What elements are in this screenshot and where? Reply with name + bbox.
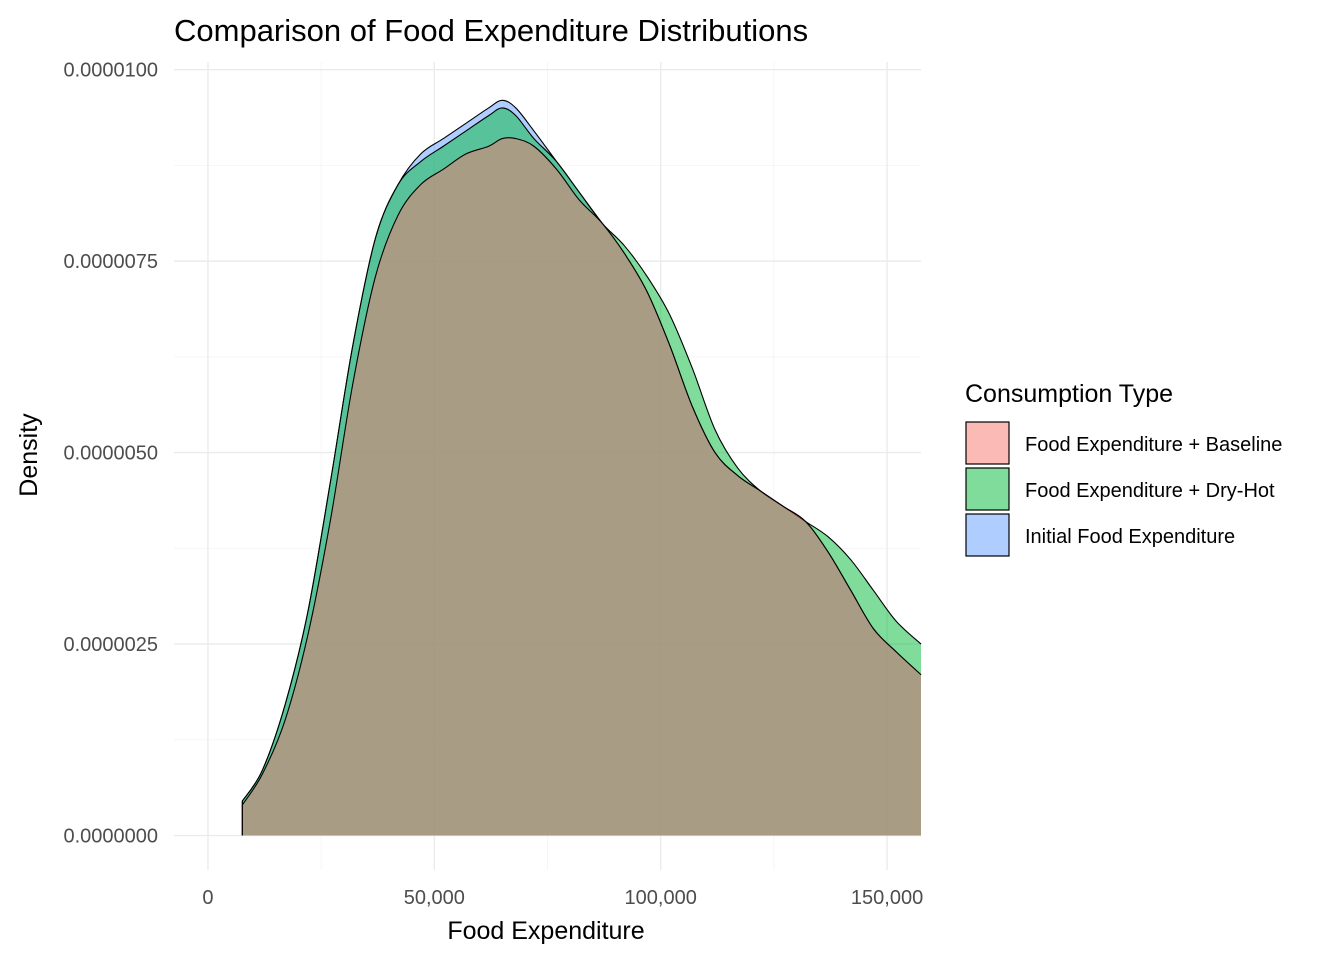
- legend-label-food-expenditure-baseline: Food Expenditure + Baseline: [1025, 434, 1282, 456]
- density-outline-food-expenditure-baseline: [241, 137, 922, 836]
- y-tick-label: 0.0000050: [63, 443, 158, 465]
- legend-label-initial-food-expenditure: Initial Food Expenditure: [1025, 526, 1235, 548]
- x-tick-labels: 0 50,000 100,000 150,000: [202, 887, 923, 909]
- x-axis-title: Food Expenditure: [447, 917, 644, 945]
- legend-label-food-expenditure-dry-hot: Food Expenditure + Dry-Hot: [1025, 480, 1275, 502]
- density-area-food-expenditure-baseline: [242, 137, 922, 836]
- legend-title: Consumption Type: [965, 380, 1173, 408]
- x-tick-label: 0: [202, 887, 213, 909]
- x-tick-label: 50,000: [404, 887, 465, 909]
- y-tick-labels: 0.0000000 0.0000025 0.0000050 0.0000075 0.00…: [63, 60, 158, 848]
- legend-items: Food Expenditure + Baseline Food Expendit…: [965, 421, 1282, 557]
- y-tick-label: 0.0000075: [63, 251, 158, 273]
- chart-title: Comparison of Food Expenditure Distribut…: [174, 13, 808, 48]
- x-tick-label: 100,000: [625, 887, 697, 909]
- x-tick-label: 150,000: [851, 887, 923, 909]
- y-tick-label: 0.0000025: [63, 634, 158, 656]
- legend-swatch-food-expenditure-dry-hot: [965, 467, 1010, 511]
- legend-swatch-food-expenditure-baseline: [965, 421, 1010, 465]
- density-areas: [241, 99, 922, 836]
- legend-swatch-initial-food-expenditure: [965, 513, 1010, 557]
- y-tick-label: 0.0000100: [63, 60, 158, 82]
- legend: Consumption Type Food Expenditure + Base…: [965, 380, 1282, 557]
- y-tick-label: 0.0000000: [63, 826, 158, 848]
- y-axis-title: Density: [15, 413, 43, 497]
